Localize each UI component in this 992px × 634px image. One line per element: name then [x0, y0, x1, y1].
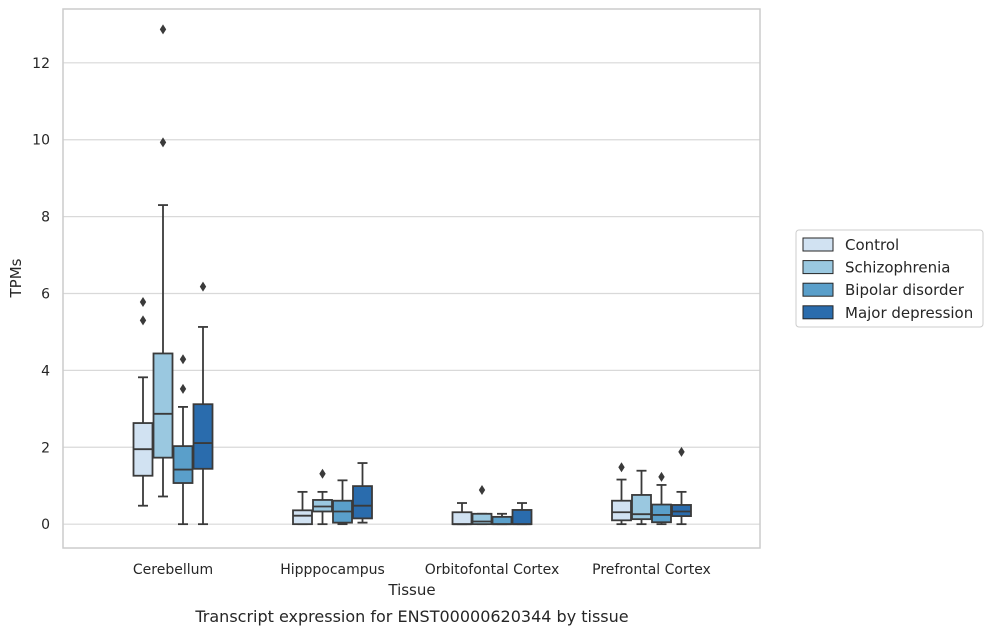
outlier-point [658, 471, 665, 482]
plot-area [132, 24, 692, 526]
iqr-box [352, 485, 373, 520]
y-tick-label: 8 [41, 210, 50, 226]
iqr-box [511, 509, 533, 526]
iqr-box [451, 511, 473, 526]
iqr-box [611, 499, 632, 522]
outlier-point [319, 468, 326, 479]
box-bipolar-disorder [491, 512, 513, 526]
legend-label: Major depression [845, 304, 973, 322]
legend-swatch [802, 282, 834, 297]
y-axis-ticks: 0 2 4 6 8 10 12 [32, 56, 50, 533]
y-tick-label: 0 [41, 517, 50, 533]
outlier-point [478, 484, 486, 495]
iqr-box [471, 512, 493, 526]
box-major-depression [511, 502, 533, 526]
outlier-point [678, 446, 685, 457]
box-control [611, 462, 632, 526]
legend-swatch [802, 305, 834, 320]
x-tick-label: Hipppocampus [280, 562, 385, 578]
x-axis-ticks: Cerebellum Hipppocampus Orbitofontal Corte… [133, 562, 711, 578]
legend-frame [795, 229, 984, 328]
legend-swatch [802, 260, 834, 275]
legend-label: Control [845, 236, 899, 254]
outlier-point [159, 137, 167, 148]
x-tick-label: Orbitofontal Cortex [425, 562, 560, 578]
iqr-box [292, 509, 313, 526]
legend-label: Bipolar disorder [845, 281, 965, 299]
y-tick-label: 4 [41, 363, 50, 379]
legend-swatch [802, 237, 834, 252]
outlier-point [179, 354, 187, 365]
box-bipolar-disorder [172, 354, 194, 526]
outlier-point [199, 281, 207, 292]
y-axis-title: TPMs [7, 258, 25, 298]
box-major-depression [352, 462, 373, 524]
y-tick-label: 2 [41, 440, 50, 456]
box-control [292, 490, 313, 526]
box-major-depression [671, 446, 692, 526]
outlier-point [139, 296, 147, 307]
box-control [132, 296, 154, 507]
outlier-point [618, 462, 625, 473]
y-tick-label: 10 [32, 133, 50, 149]
outlier-point [159, 24, 167, 35]
box-major-depression [192, 281, 214, 526]
legend: Control Schizophrenia Bipolar disorder Majo… [795, 229, 984, 328]
x-axis-title: Tissue [387, 581, 435, 599]
iqr-box [172, 445, 194, 484]
box-control [451, 502, 473, 526]
legend-label: Schizophrenia [845, 259, 950, 277]
iqr-box [631, 494, 652, 521]
outlier-point [179, 383, 187, 394]
iqr-box [491, 515, 513, 526]
iqr-box [671, 504, 692, 517]
x-tick-label: Prefrontal Cortex [592, 562, 711, 578]
box-bipolar-disorder [651, 471, 672, 526]
plot-frame [62, 8, 761, 549]
box-bipolar-disorder [332, 479, 353, 526]
box-schizophrenia [312, 468, 333, 526]
iqr-box [192, 403, 214, 470]
outlier-point [139, 315, 147, 326]
box-schizophrenia [631, 469, 652, 526]
iqr-box [651, 503, 672, 524]
iqr-box [152, 352, 174, 459]
y-tick-label: 12 [32, 56, 50, 72]
figure-caption: Transcript expression for ENST0000062034… [194, 607, 628, 626]
box-schizophrenia [471, 484, 493, 526]
y-tick-label: 6 [41, 286, 50, 302]
box-schizophrenia [152, 24, 174, 498]
x-tick-label: Cerebellum [133, 562, 213, 578]
